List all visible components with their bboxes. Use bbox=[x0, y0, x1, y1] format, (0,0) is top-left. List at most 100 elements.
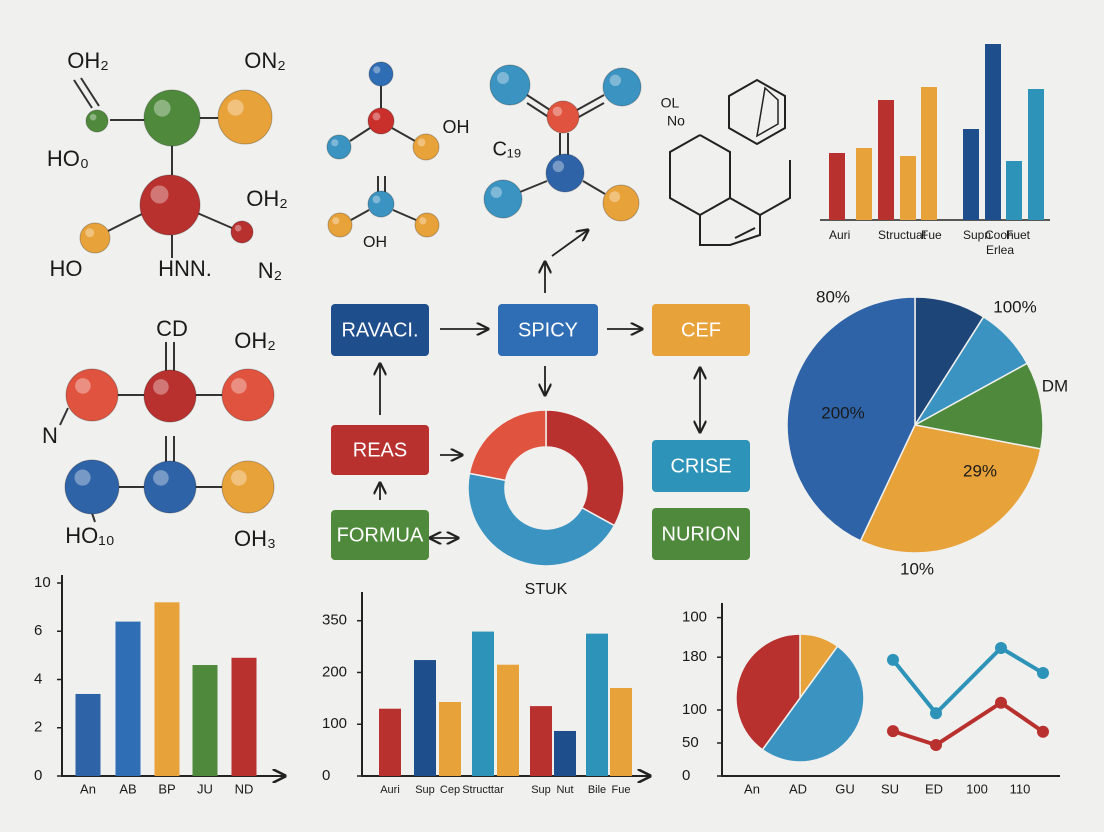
atom-highlight bbox=[74, 469, 91, 486]
pie-annotation: DM bbox=[1042, 376, 1068, 395]
x-tick-label: Supn bbox=[963, 228, 991, 242]
atom-highlight bbox=[372, 195, 381, 204]
molecule-label: OH₂ bbox=[67, 48, 109, 73]
atom bbox=[367, 190, 395, 218]
pie-slice bbox=[735, 633, 801, 751]
atom-highlight bbox=[490, 186, 503, 199]
y-tick-label: 100 bbox=[682, 609, 707, 626]
bond bbox=[105, 213, 143, 233]
x-tick-label: ND bbox=[235, 781, 254, 796]
y-tick-label: 0 bbox=[682, 767, 690, 784]
ring bbox=[728, 78, 786, 146]
flow-box bbox=[331, 304, 429, 356]
x-tick-label: AB bbox=[119, 781, 136, 796]
pie-slice bbox=[859, 424, 1042, 554]
x-tick-label: 110 bbox=[1010, 781, 1031, 796]
chain bbox=[759, 160, 791, 216]
bar bbox=[985, 44, 1001, 220]
x-tick-label: Nut bbox=[556, 784, 573, 796]
x-tick-label: 100 bbox=[966, 781, 988, 796]
atom-highlight bbox=[89, 113, 97, 121]
x-tick-label: Auri bbox=[829, 228, 850, 242]
atom-highlight bbox=[417, 138, 426, 147]
line-point bbox=[1037, 667, 1049, 680]
line-point bbox=[995, 641, 1007, 654]
flow-box-label: CRISE bbox=[670, 455, 731, 477]
bond bbox=[526, 94, 551, 111]
atom bbox=[489, 64, 531, 106]
pie-slice bbox=[761, 645, 865, 763]
bar bbox=[497, 664, 519, 776]
atom bbox=[368, 61, 394, 87]
pie-slice bbox=[786, 296, 916, 542]
x-tick-label: JU bbox=[197, 781, 213, 796]
atom bbox=[143, 369, 197, 423]
atom-highlight bbox=[609, 191, 621, 203]
atom bbox=[483, 179, 523, 219]
molecule-label: HO₁₀ bbox=[65, 523, 115, 548]
flow-box bbox=[331, 510, 429, 560]
x-tick-label: Structuat bbox=[878, 228, 927, 242]
molecule-label: OH₂ bbox=[234, 328, 276, 353]
bar bbox=[829, 153, 845, 220]
y-tick-label: 4 bbox=[34, 670, 42, 687]
atom-highlight bbox=[153, 99, 171, 117]
atom-highlight bbox=[153, 379, 169, 395]
double-bond bbox=[734, 227, 756, 239]
bar bbox=[554, 730, 576, 776]
molecule-label: OL bbox=[661, 95, 680, 111]
atom bbox=[221, 460, 275, 514]
molecule-label: No bbox=[667, 113, 685, 129]
bond bbox=[519, 180, 548, 193]
flow-box-label: RAVACI. bbox=[341, 319, 418, 341]
molecule-label: OH₃ bbox=[234, 526, 276, 551]
flow-arrows bbox=[380, 230, 700, 538]
y-tick-label: 2 bbox=[34, 719, 42, 736]
atom bbox=[602, 184, 640, 222]
atom-highlight bbox=[234, 224, 242, 232]
atom-highlight bbox=[150, 185, 169, 204]
x-tick-label: Sup bbox=[415, 784, 435, 796]
pie-annotation: 200% bbox=[821, 403, 864, 422]
bond bbox=[59, 407, 69, 426]
atom-highlight bbox=[227, 99, 244, 116]
atom bbox=[139, 174, 201, 236]
atom-highlight bbox=[153, 470, 169, 486]
x-tick-label: Sup bbox=[531, 784, 551, 796]
x-tick-label: Fue bbox=[612, 784, 631, 796]
chart-title: STUK bbox=[525, 581, 568, 598]
bar bbox=[610, 688, 632, 776]
bond bbox=[73, 79, 93, 109]
line-point bbox=[1037, 725, 1049, 738]
line-point bbox=[995, 696, 1007, 709]
pie-slice bbox=[468, 409, 547, 482]
x-tick-label: SU bbox=[881, 781, 899, 796]
ring bbox=[699, 197, 761, 246]
y-tick-label: 10 bbox=[34, 574, 51, 591]
atom-highlight bbox=[609, 74, 622, 87]
x-tick-label: GU bbox=[835, 781, 855, 796]
molecule-label: N₂ bbox=[258, 258, 282, 283]
flow-box-label: CEF bbox=[681, 319, 721, 341]
bar bbox=[1028, 89, 1044, 220]
y-tick-label: 180 bbox=[682, 648, 707, 665]
x-note: Erlea bbox=[986, 243, 1014, 257]
pie-annotation: 10% bbox=[900, 559, 934, 578]
atom bbox=[221, 368, 275, 422]
bar bbox=[878, 100, 894, 220]
bar bbox=[900, 156, 916, 220]
line-point bbox=[930, 707, 942, 720]
atom bbox=[327, 212, 353, 238]
x-tick-label: Structtar bbox=[462, 784, 504, 796]
bond bbox=[526, 102, 551, 119]
atom bbox=[414, 212, 440, 238]
line-point bbox=[887, 653, 899, 666]
atom-highlight bbox=[372, 112, 381, 121]
flow-box bbox=[652, 508, 750, 560]
atom-highlight bbox=[419, 217, 427, 225]
pie-slice bbox=[912, 362, 1044, 450]
atom bbox=[79, 222, 111, 254]
bar bbox=[472, 631, 494, 776]
y-tick-label: 350 bbox=[322, 612, 347, 629]
atom-highlight bbox=[497, 72, 509, 84]
